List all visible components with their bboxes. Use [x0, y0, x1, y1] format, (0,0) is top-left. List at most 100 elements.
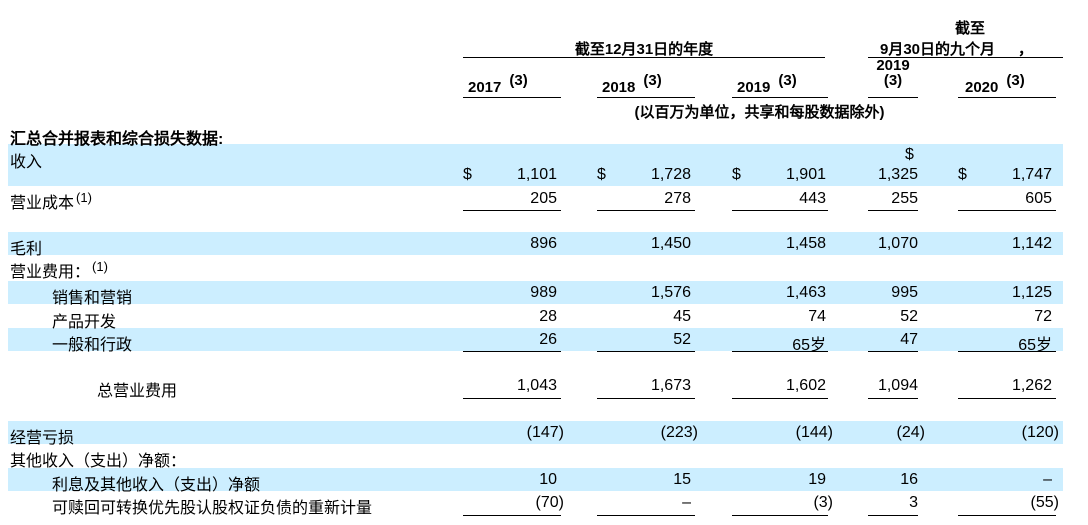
cost-rule-2018 — [597, 210, 695, 211]
total-opex-2019-nine: 1,094 — [877, 377, 918, 394]
op-loss-2019: (144) — [795, 424, 833, 441]
remeasure-rule-2017 — [463, 515, 561, 516]
op-loss-2020: (120) — [1021, 424, 1059, 441]
interest-2019: 19 — [808, 471, 826, 488]
footnote-1: (1) — [92, 259, 108, 274]
year-rule-2018 — [597, 97, 695, 98]
row-label-product: 产品开发 — [52, 314, 117, 331]
interest-2019-nine: 16 — [900, 471, 918, 488]
total-opex-2019: 1,602 — [785, 377, 826, 394]
gross-profit-2017: 896 — [530, 235, 557, 252]
cost-rule-2017 — [463, 210, 561, 211]
row-label-op-loss: 经营亏损 — [10, 430, 75, 447]
cost-2019-nine: 255 — [891, 190, 918, 207]
ga-2019-nine: 47 — [900, 331, 918, 348]
row-band-gross-profit — [8, 232, 1063, 255]
footnote-1: (1) — [76, 190, 92, 205]
row-label-opex-header: 营业费用： (1) — [10, 259, 108, 281]
currency-symbol-2018: $ — [597, 166, 606, 183]
revenue-2020: 1,747 — [1011, 166, 1052, 183]
year-header-2020: 2020 (3) — [965, 72, 1025, 96]
row-label-other-header: 其他收入（支出）净额： — [10, 453, 187, 470]
cost-rule-2019-nine — [868, 210, 918, 211]
sales-2018: 1,576 — [650, 284, 691, 301]
product-2018: 45 — [673, 308, 691, 325]
year-rule-2019-nine — [868, 97, 918, 98]
header-nine-months-rule — [868, 57, 1063, 58]
ga-2018: 52 — [673, 331, 691, 348]
remeasure-2019-nine: 3 — [909, 494, 918, 511]
ga-2019: 65岁 — [792, 337, 826, 354]
ga-2020: 65岁 — [1018, 337, 1052, 354]
interest-2020: – — [1043, 471, 1052, 488]
row-label-cost: 营业成本 (1) — [10, 190, 92, 212]
total-opex-rule-2017 — [463, 398, 561, 399]
product-2019-nine: 52 — [900, 308, 918, 325]
gross-profit-2019-nine: 1,070 — [877, 235, 918, 252]
cost-rule-2019 — [732, 210, 828, 211]
currency-symbol-2020: $ — [958, 166, 967, 183]
sales-2019-nine: 995 — [891, 284, 918, 301]
section-title: 汇总合并报表和综合损失数据: — [10, 131, 224, 148]
year-header-2018: 2018 (3) — [602, 72, 662, 96]
ga-2017: 26 — [539, 331, 557, 348]
total-opex-rule-2018 — [597, 398, 695, 399]
gross-profit-2020: 1,142 — [1011, 235, 1052, 252]
remeasure-2018: – — [682, 494, 691, 511]
year-rule-2019 — [732, 97, 828, 98]
cost-2018: 278 — [664, 190, 691, 207]
ga-rule-2019-nine — [868, 351, 918, 352]
year-rule-2017 — [463, 97, 561, 98]
interest-2018: 15 — [673, 471, 691, 488]
ga-rule-2018 — [597, 351, 695, 352]
row-label-ga: 一般和行政 — [52, 337, 133, 354]
cost-2017: 205 — [530, 190, 557, 207]
row-label-remeasure: 可赎回可转换优先股认股权证负债的重新计量 — [52, 500, 373, 517]
total-opex-rule-2019 — [732, 398, 828, 399]
total-opex-rule-2019-nine — [868, 398, 918, 399]
op-loss-2017: (147) — [526, 424, 564, 441]
currency-symbol-2019: $ — [732, 166, 741, 183]
row-band-sales — [8, 281, 1063, 304]
remeasure-rule-2019 — [732, 515, 828, 516]
header-nine-months-line2: 9月30日的九个月 — [880, 41, 996, 58]
remeasure-rule-2018 — [597, 515, 695, 516]
row-label-sales: 销售和营销 — [52, 290, 133, 307]
header-nine-months-comma: ， — [1018, 41, 1034, 58]
revenue-2019: 1,901 — [785, 166, 826, 183]
ga-rule-2019 — [732, 351, 828, 352]
ga-rule-2017 — [463, 351, 561, 352]
revenue-2019-nine: 1,325 — [877, 166, 918, 183]
interest-2017: 10 — [539, 471, 557, 488]
product-2019: 74 — [808, 308, 826, 325]
cost-2020: 605 — [1025, 190, 1052, 207]
sales-2017: 989 — [530, 284, 557, 301]
row-band-ga — [8, 328, 1063, 351]
row-band-interest — [8, 468, 1063, 491]
currency-symbol-2017: $ — [463, 166, 472, 183]
total-opex-2020: 1,262 — [1011, 377, 1052, 394]
op-loss-2019-nine: (24) — [896, 424, 925, 441]
remeasure-rule-2020 — [958, 515, 1056, 516]
total-opex-rule-2020 — [958, 398, 1056, 399]
cost-rule-2020 — [958, 210, 1056, 211]
year-header-2019-nine-months: 2019 (3) — [876, 57, 910, 89]
gross-profit-2018: 1,450 — [650, 235, 691, 252]
total-opex-2018: 1,673 — [650, 377, 691, 394]
cost-2019: 443 — [799, 190, 826, 207]
header-fy-rule — [463, 57, 825, 58]
revenue-2018: 1,728 — [650, 166, 691, 183]
row-label-interest: 利息及其他收入（支出）净额 — [52, 477, 261, 494]
remeasure-2019: (3) — [813, 494, 833, 511]
year-header-2019: 2019 (3) — [737, 72, 797, 96]
header-fy-group: 截至12月31日的年度 — [574, 41, 714, 58]
product-2017: 28 — [539, 308, 557, 325]
revenue-2017: 1,101 — [516, 166, 557, 183]
row-label-gross-profit: 毛利 — [10, 241, 43, 258]
row-label-total-opex: 总营业费用 — [97, 383, 178, 400]
sales-2019: 1,463 — [785, 284, 826, 301]
op-loss-2018: (223) — [660, 424, 698, 441]
year-rule-2020 — [958, 97, 1056, 98]
remeasure-2020: (55) — [1030, 494, 1059, 511]
remeasure-rule-2019-nine — [868, 515, 918, 516]
